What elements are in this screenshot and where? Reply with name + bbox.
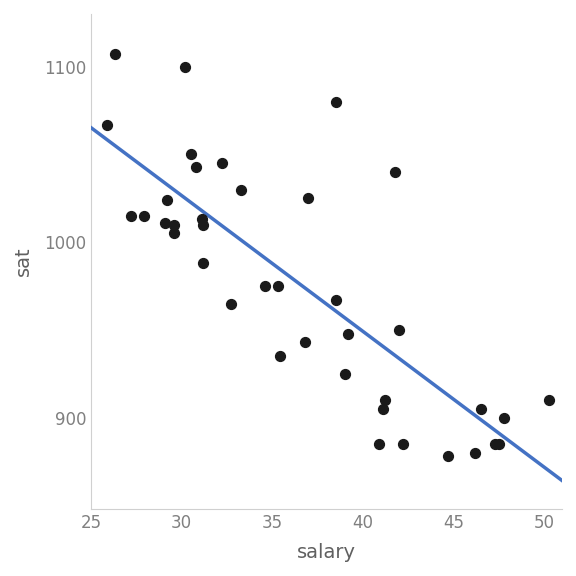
Point [181, 62, 190, 71]
Point [192, 162, 201, 171]
Point [378, 404, 388, 414]
Point [162, 195, 172, 204]
X-axis label: salary: salary [297, 543, 356, 562]
Point [103, 120, 112, 129]
Point [395, 325, 404, 335]
Point [186, 150, 195, 159]
Point [398, 439, 407, 449]
Point [331, 295, 340, 305]
Point [126, 211, 135, 221]
Point [331, 97, 340, 107]
Point [471, 448, 480, 457]
Point [391, 168, 400, 177]
Point [199, 220, 208, 229]
Point [275, 352, 284, 361]
Point [197, 215, 206, 224]
Point [170, 220, 179, 229]
Point [340, 369, 349, 378]
Point [491, 439, 500, 449]
Point [545, 396, 554, 405]
Y-axis label: sat: sat [14, 247, 33, 276]
Point [260, 282, 270, 291]
Point [344, 329, 353, 338]
Point [494, 439, 503, 449]
Point [273, 282, 282, 291]
Point [300, 338, 309, 347]
Point [161, 218, 170, 228]
Point [110, 50, 119, 59]
Point [170, 229, 179, 238]
Point [237, 185, 246, 194]
Point [476, 404, 485, 414]
Point [226, 299, 235, 308]
Point [380, 396, 389, 405]
Point [217, 158, 226, 168]
Point [374, 439, 384, 449]
Point [499, 413, 509, 422]
Point [444, 452, 453, 461]
Point [304, 194, 313, 203]
Point [199, 259, 208, 268]
Point [139, 211, 148, 221]
